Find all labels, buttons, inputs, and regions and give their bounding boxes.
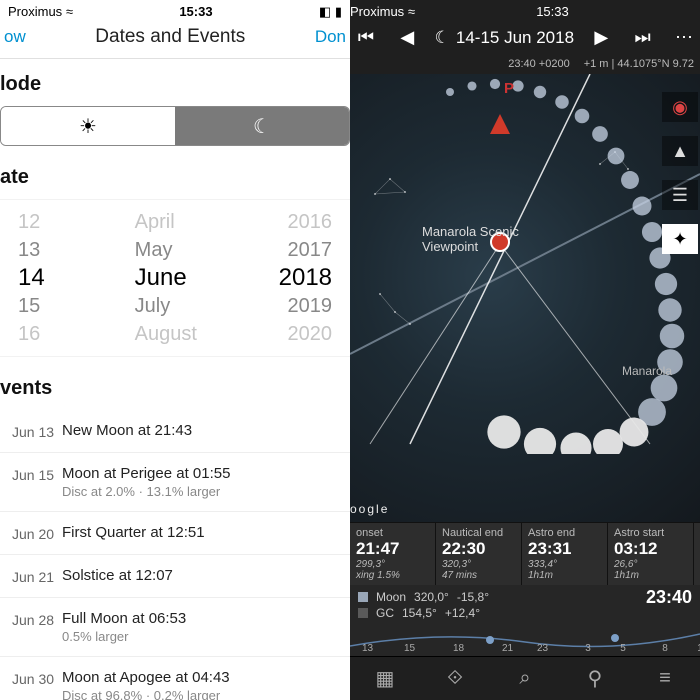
segment-sun[interactable]: ☀ xyxy=(1,107,175,145)
nav-date-label[interactable]: ☾14-15 Jun 2018 xyxy=(435,28,574,48)
date-nav-bar: ⏮ ◀ ☾14-15 Jun 2018 ▶ ⏭ ⋯ xyxy=(350,19,700,56)
event-date: Jun 13 xyxy=(0,422,62,440)
carrier-label: Proximus ≈ xyxy=(350,4,415,19)
event-date: Jun 20 xyxy=(0,524,62,542)
event-title: Moon at Perigee at 01:55 xyxy=(62,465,350,482)
nav-done-button[interactable]: Don xyxy=(315,27,346,47)
gc-swatch xyxy=(358,608,368,618)
mode-section-label: lode xyxy=(0,59,350,106)
bottom-tab-bar: ▦ ⟐ ⌕ ⚲ ≡ xyxy=(350,656,700,700)
carrier-label: Proximus ≈ xyxy=(8,4,73,20)
timeline-tick: 8 xyxy=(662,643,668,654)
event-date: Jun 30 xyxy=(0,669,62,687)
event-title: Full Moon at 06:53 xyxy=(62,610,350,627)
event-subtitle: Disc at 96.8% · 0.2% larger xyxy=(62,688,350,700)
timeline-tick: 23 xyxy=(537,643,548,654)
right-panel: Proximus ≈ 15:33 ⏮ ◀ ☾14-15 Jun 2018 ▶ ⏭… xyxy=(350,0,700,700)
event-row[interactable]: Jun 21Solstice at 12:07 xyxy=(0,555,350,598)
twilight-cell[interactable]: Naut xyxy=(694,523,700,585)
tab-ar[interactable]: ⟐ xyxy=(420,657,490,700)
timeline-tick: 13 xyxy=(362,643,373,654)
legend-panel: 23:40 Moon 320,0° -15,8° GC 154,5° +12,4… xyxy=(350,585,700,628)
picker-month-column[interactable]: April May June July August xyxy=(117,208,234,348)
sun-icon: ☀ xyxy=(79,114,97,139)
timeline-tick: 3 xyxy=(585,643,591,654)
left-panel: Proximus ≈ 15:33 ◧ ▮ ow Dates and Events… xyxy=(0,0,350,700)
legend-gc-row: GC 154,5° +12,4° xyxy=(358,606,692,620)
timeline-tick: 15 xyxy=(404,643,415,654)
info-location: +1 m | 44.1075°N 9.72 xyxy=(584,58,694,70)
map-overlay-svg xyxy=(350,74,700,454)
event-date: Jun 28 xyxy=(0,610,62,628)
event-subtitle: 0.5% larger xyxy=(62,629,350,644)
nav-header: ow Dates and Events Don xyxy=(0,20,350,59)
nav-last-button[interactable]: ⏭ xyxy=(629,27,657,48)
status-time: 15:33 xyxy=(536,4,569,19)
event-subtitle: Disc at 2.0% · 13.1% larger xyxy=(62,484,350,499)
event-title: New Moon at 21:43 xyxy=(62,422,350,439)
legend-moon-row: Moon 320,0° -15,8° xyxy=(358,590,692,604)
map-view[interactable]: P Manarola Scenic Viewpoint Manarola oog… xyxy=(350,74,700,522)
tab-search[interactable]: ⌕ xyxy=(490,657,560,700)
events-list[interactable]: Jun 13New Moon at 21:43Jun 15Moon at Per… xyxy=(0,410,350,700)
nav-prev-button[interactable]: ◀ xyxy=(393,27,421,48)
segment-moon[interactable]: ☾ xyxy=(175,107,349,145)
event-title: Moon at Apogee at 04:43 xyxy=(62,669,350,686)
event-row[interactable]: Jun 28Full Moon at 06:53 0.5% larger xyxy=(0,598,350,657)
timeline[interactable]: 13151821233581 xyxy=(350,628,700,656)
status-bar-left: Proximus ≈ 15:33 ◧ ▮ xyxy=(0,0,350,20)
poi-label: Manarola Scenic Viewpoint xyxy=(422,224,519,254)
event-row[interactable]: Jun 20First Quarter at 12:51 xyxy=(0,512,350,555)
moon-phase-icon: ☾ xyxy=(435,28,450,48)
map-credit: oogle xyxy=(350,502,389,516)
event-title: First Quarter at 12:51 xyxy=(62,524,350,541)
twilight-cell[interactable]: Astro end23:31333,4°1h1m xyxy=(522,523,608,585)
info-strip: 23:40 +0200 +1 m | 44.1075°N 9.72 xyxy=(350,56,700,74)
tool-mountain-icon[interactable]: ▲ xyxy=(662,136,698,166)
poi2-label: Manarola xyxy=(622,364,672,378)
tab-observer[interactable]: ⚲ xyxy=(560,657,630,700)
tab-map[interactable]: ▦ xyxy=(350,657,420,700)
date-picker[interactable]: 12 13 14 15 16 April May June July Augus… xyxy=(0,199,350,357)
nav-first-button[interactable]: ⏮ xyxy=(352,27,380,48)
nav-left-button[interactable]: ow xyxy=(4,27,26,47)
timeline-tick: 5 xyxy=(620,643,626,654)
page-title: Dates and Events xyxy=(95,26,245,48)
timeline-tick: 18 xyxy=(453,643,464,654)
event-date: Jun 21 xyxy=(0,567,62,585)
status-bar-right: Proximus ≈ 15:33 xyxy=(350,0,700,19)
tool-target-icon[interactable]: ◉ xyxy=(662,92,698,122)
event-row[interactable]: Jun 30Moon at Apogee at 04:43 Disc at 96.… xyxy=(0,657,350,700)
twilight-strip[interactable]: onset21:47299,3°xing 1.5%Nautical end22:… xyxy=(350,522,700,585)
date-section-label: ate xyxy=(0,152,350,199)
status-icons: ◧ ▮ xyxy=(319,4,342,20)
event-row[interactable]: Jun 13New Moon at 21:43 xyxy=(0,410,350,453)
map-tools: ◉ ▲ ☰ ✦ xyxy=(660,92,700,254)
mode-segmented-control[interactable]: ☀ ☾ xyxy=(0,106,350,146)
tab-more[interactable]: ≡ xyxy=(630,657,700,700)
tool-satellite-icon[interactable]: ✦ xyxy=(662,224,698,254)
nav-menu-button[interactable]: ⋯ xyxy=(670,27,698,48)
twilight-cell[interactable]: Astro start03:1226,6°1h1m xyxy=(608,523,694,585)
status-time: 15:33 xyxy=(179,4,212,20)
moon-icon: ☾ xyxy=(253,114,271,139)
event-date: Jun 15 xyxy=(0,465,62,483)
event-row[interactable]: Jun 15Moon at Perigee at 01:55 Disc at 2.… xyxy=(0,453,350,512)
events-section-label: vents xyxy=(0,363,350,410)
twilight-cell[interactable]: onset21:47299,3°xing 1.5% xyxy=(350,523,436,585)
timeline-tick: 21 xyxy=(502,643,513,654)
twilight-cell[interactable]: Nautical end22:30320,3°47 mins xyxy=(436,523,522,585)
legend-current-time: 23:40 xyxy=(646,587,692,608)
nav-next-button[interactable]: ▶ xyxy=(587,27,615,48)
event-title: Solstice at 12:07 xyxy=(62,567,350,584)
info-time: 23:40 +0200 xyxy=(508,58,569,70)
picker-year-column[interactable]: 2016 2017 2018 2019 2020 xyxy=(233,208,350,348)
tool-layers-icon[interactable]: ☰ xyxy=(662,180,698,210)
picker-day-column[interactable]: 12 13 14 15 16 xyxy=(0,208,117,348)
moon-swatch xyxy=(358,592,368,602)
p-marker-label: P xyxy=(504,80,514,97)
